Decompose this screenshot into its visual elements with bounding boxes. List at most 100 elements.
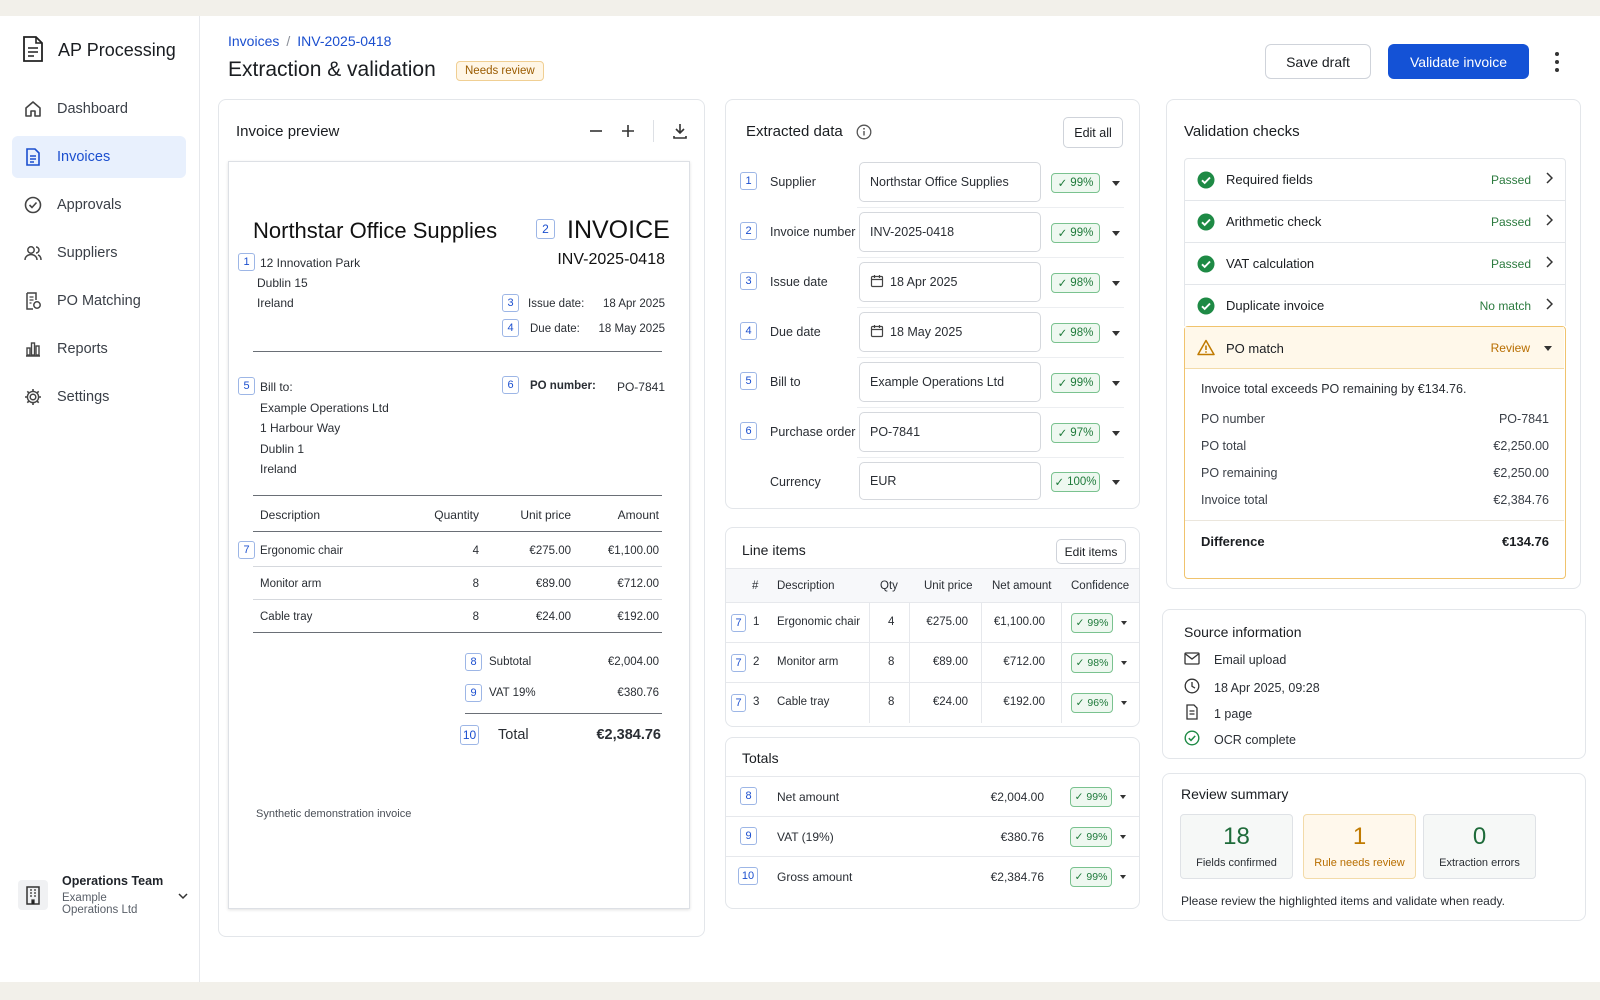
check-arithmetic[interactable]: Arithmetic check Passed (1184, 200, 1566, 242)
check-vat-calculation[interactable]: VAT calculation Passed (1184, 242, 1566, 284)
source-item: Email upload (1184, 652, 1286, 668)
field-value: Northstar Office Supplies (870, 175, 1009, 189)
team-org: Example Operations Ltd (62, 892, 138, 916)
field-label: Bill to (770, 375, 801, 389)
info-icon[interactable] (856, 124, 872, 143)
row-divider (857, 407, 1124, 408)
sidebar-item-settings[interactable]: Settings (12, 376, 186, 418)
row-net-amount: €1,100.00 (993, 616, 1045, 628)
field-marker-5: 5 (238, 377, 255, 395)
chevron-down-icon[interactable] (1112, 431, 1120, 436)
table-row[interactable]: 7 3 Cable tray 8 €24.00 €192.00 ✓ 96% (726, 683, 1139, 723)
po-match-message: Invoice total exceeds PO remaining by €1… (1201, 382, 1467, 396)
check-status: Passed (1490, 172, 1531, 187)
source-text: OCR complete (1214, 732, 1296, 747)
chevron-down-icon[interactable] (1121, 661, 1127, 665)
check-icon: ✓ (1057, 428, 1068, 440)
edit-all-button[interactable]: Edit all (1063, 117, 1123, 148)
invoice-number-field[interactable]: INV-2025-0418 (859, 212, 1041, 252)
chevron-down-icon[interactable] (1121, 621, 1127, 625)
confidence-badge: ✓ 99% (1070, 827, 1112, 847)
totals-row-net: 8 Net amount €2,004.00 ✓ 99% (726, 776, 1139, 816)
breadcrumb-invoices-link[interactable]: Invoices (228, 33, 280, 49)
chevron-down-icon[interactable] (1120, 875, 1126, 879)
breadcrumb: Invoices / INV-2025-0418 (228, 33, 392, 49)
po-matching-icon (26, 292, 41, 310)
purchase-order-field[interactable]: PO-7841 (859, 412, 1041, 452)
sidebar-item-dashboard[interactable]: Dashboard (12, 88, 186, 130)
field-marker-1: 1 (740, 172, 757, 190)
chevron-down-icon[interactable] (1120, 795, 1126, 799)
po-row-number: PO number PO-7841 (1201, 412, 1549, 426)
zoom-in-icon[interactable] (621, 124, 635, 138)
chevron-down-icon[interactable] (1112, 181, 1120, 186)
po-match-header[interactable]: PO match Review (1185, 327, 1564, 369)
doc-line-2-qty: 8 (472, 578, 479, 590)
download-icon[interactable] (672, 123, 688, 139)
check-required-fields[interactable]: Required fields Passed (1184, 158, 1566, 200)
breadcrumb-current[interactable]: INV-2025-0418 (297, 33, 392, 49)
check-duplicate-invoice[interactable]: Duplicate invoice No match (1184, 284, 1566, 326)
stat-number: 0 (1472, 823, 1487, 850)
chevron-down-icon[interactable] (1120, 835, 1126, 839)
sidebar-item-approvals[interactable]: Approvals (12, 184, 186, 226)
table-row[interactable]: 7 1 Ergonomic chair 4 €275.00 €1,100.00 … (726, 603, 1139, 643)
due-date-field[interactable]: 18 May 2025 (859, 312, 1041, 352)
doc-subtotal-label: Subtotal (489, 656, 532, 668)
line-items-title: Line items (742, 542, 806, 558)
zoom-out-icon[interactable] (589, 124, 603, 138)
field-marker-7: 7 (238, 541, 255, 559)
po-match-status: Review (1490, 341, 1530, 355)
chevron-down-icon[interactable] (1112, 480, 1120, 485)
team-switcher[interactable]: Operations Team Example Operations Ltd (18, 874, 188, 916)
save-draft-button[interactable]: Save draft (1265, 44, 1371, 79)
doc-line-1-qty: 4 (472, 545, 479, 557)
table-row[interactable]: 7 2 Monitor arm 8 €89.00 €712.00 ✓ 98% (726, 643, 1139, 683)
chevron-down-icon[interactable] (1112, 231, 1120, 236)
check-icon: ✓ (1074, 791, 1084, 803)
more-options-icon[interactable] (1552, 50, 1562, 74)
col-description: Description (777, 580, 835, 592)
gear-icon (25, 389, 41, 405)
confidence-value: 99% (1086, 871, 1108, 883)
issue-date-field[interactable]: 18 Apr 2025 (859, 262, 1041, 302)
row-qty: 4 (888, 616, 895, 628)
stat-fields-confirmed: 18 Fields confirmed (1180, 814, 1293, 879)
doc-line-2-amount: €712.00 (617, 578, 659, 590)
row-index: 2 (753, 656, 760, 668)
field-marker-9: 9 (465, 684, 482, 702)
stat-number: 18 (1223, 823, 1250, 850)
bill-to-field[interactable]: Example Operations Ltd (859, 362, 1041, 402)
doc-issue-date: 18 Apr 2025 (602, 298, 665, 310)
validate-invoice-button[interactable]: Validate invoice (1388, 44, 1529, 79)
sidebar-item-reports[interactable]: Reports (12, 328, 186, 370)
field-label: Currency (770, 475, 821, 489)
chevron-down-icon[interactable] (1112, 331, 1120, 336)
chevron-right-icon (1545, 256, 1554, 271)
doc-line-1-unit: €275.00 (529, 545, 571, 557)
confidence-value: 100% (1067, 476, 1097, 488)
confidence-badge: ✓ 99% (1070, 787, 1112, 807)
sidebar-item-po-matching[interactable]: PO Matching (12, 280, 186, 322)
confidence-value: 99% (1070, 227, 1094, 239)
status-badge: Needs review (456, 61, 544, 81)
chevron-down-icon[interactable] (1544, 346, 1552, 351)
chevron-down-icon[interactable] (1112, 381, 1120, 386)
sidebar-item-invoices[interactable]: Invoices (12, 136, 186, 178)
sidebar-item-suppliers[interactable]: Suppliers (12, 232, 186, 274)
edit-items-button[interactable]: Edit items (1056, 539, 1126, 564)
row-divider (857, 307, 1124, 308)
chevron-down-icon[interactable] (1112, 281, 1120, 286)
check-circle-icon (24, 196, 42, 214)
chevron-down-icon[interactable] (1121, 701, 1127, 705)
field-marker-10: 10 (460, 725, 479, 745)
sidebar-item-label: Approvals (57, 197, 122, 213)
check-passed-icon (1197, 171, 1215, 192)
doc-line-3-unit: €24.00 (535, 611, 571, 623)
chevron-right-icon (1545, 172, 1554, 187)
field-value: EUR (870, 474, 897, 488)
doc-row-rule (253, 566, 662, 567)
currency-field[interactable]: EUR (859, 462, 1041, 500)
supplier-field[interactable]: Northstar Office Supplies (859, 162, 1041, 202)
field-marker-10: 10 (738, 867, 758, 885)
